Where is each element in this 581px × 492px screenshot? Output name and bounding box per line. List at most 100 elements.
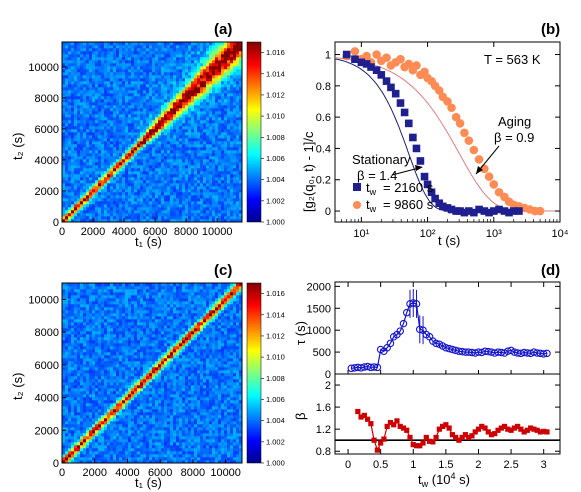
heatmap-cell	[119, 412, 123, 416]
heatmap-cell	[194, 81, 198, 85]
heatmap-cell	[194, 111, 198, 115]
heatmap-cell	[83, 120, 87, 124]
heatmap-cell	[92, 400, 96, 404]
heatmap-cell	[62, 177, 66, 181]
heatmap-cell	[116, 195, 120, 199]
heatmap-cell	[128, 69, 132, 73]
heatmap-cell	[215, 66, 219, 70]
heatmap-cell	[158, 198, 162, 202]
heatmap-cell	[173, 204, 177, 208]
heatmap-cell	[224, 117, 228, 121]
heatmap-cell	[83, 213, 87, 217]
heatmap-cell	[68, 397, 72, 401]
heatmap-cell	[131, 78, 135, 82]
heatmap-cell	[95, 105, 99, 109]
heatmap-cell	[104, 198, 108, 202]
heatmap-cell	[155, 126, 159, 130]
heatmap-cell	[224, 45, 228, 49]
heatmap-cell	[176, 111, 180, 115]
heatmap-cell	[113, 364, 117, 368]
heatmap-cell	[218, 114, 222, 118]
heatmap-cell	[158, 162, 162, 166]
heatmap-cell	[128, 183, 132, 187]
heatmap-cell	[170, 183, 174, 187]
heatmap-cell	[194, 183, 198, 187]
heatmap-cell	[236, 201, 240, 205]
heatmap-cell	[125, 415, 129, 419]
heatmap-cell	[62, 99, 66, 103]
heatmap-cell	[218, 63, 222, 67]
heatmap-cell	[110, 364, 114, 368]
heatmap-cell	[164, 81, 168, 85]
heatmap-cell	[179, 78, 183, 82]
heatmap-cell	[62, 295, 66, 299]
heatmap-cell	[125, 144, 129, 148]
heatmap-cell	[158, 195, 162, 199]
heatmap-cell	[230, 90, 234, 94]
heatmap-cell	[218, 138, 222, 142]
heatmap-cell	[146, 165, 150, 169]
heatmap-cell	[209, 204, 213, 208]
heatmap-cell	[98, 99, 102, 103]
heatmap-cell	[113, 51, 117, 55]
heatmap-cell	[107, 412, 111, 416]
heatmap-cell	[161, 165, 165, 169]
heatmap-cell	[101, 457, 105, 461]
heatmap-cell	[68, 216, 72, 220]
heatmap-cell	[197, 219, 201, 222]
heatmap-cell	[224, 129, 228, 133]
heatmap-cell	[122, 367, 126, 371]
heatmap-cell	[185, 135, 189, 139]
heatmap-cell	[143, 162, 147, 166]
heatmap-cell	[188, 174, 192, 178]
heatmap-cell	[68, 454, 72, 458]
heatmap-cell	[140, 72, 144, 76]
heatmap-cell	[74, 430, 78, 434]
heatmap-cell	[104, 355, 108, 359]
heatmap-cell	[203, 51, 207, 55]
heatmap-cell	[149, 60, 153, 64]
heatmap-cell	[92, 75, 96, 79]
heatmap-cell	[80, 331, 84, 335]
heatmap-cell	[137, 201, 141, 205]
heatmap-cell	[110, 111, 114, 115]
heatmap-cell	[203, 126, 207, 130]
heatmap-cell	[89, 201, 93, 205]
heatmap-cell	[131, 186, 135, 190]
heatmap-cell	[89, 90, 93, 94]
heatmap-cell	[68, 75, 72, 79]
heatmap-cell	[77, 117, 81, 121]
heatmap-cell	[83, 96, 87, 100]
heatmap-cell	[140, 213, 144, 217]
heatmap-cell	[65, 406, 69, 410]
heatmap-cell	[167, 69, 171, 73]
heatmap-cell	[206, 216, 210, 220]
heatmap-cell	[92, 352, 96, 356]
heatmap-cell	[77, 42, 81, 46]
heatmap-cell	[215, 147, 219, 151]
heatmap-cell	[65, 454, 69, 458]
heatmap-cell	[146, 48, 150, 52]
heatmap-cell	[134, 66, 138, 70]
heatmap-cell	[95, 150, 99, 154]
heatmap-cell	[206, 198, 210, 202]
heatmap-cell	[146, 66, 150, 70]
heatmap-cell	[179, 63, 183, 67]
heatmap-cell	[113, 406, 117, 410]
heatmap-cell	[134, 135, 138, 139]
heatmap-cell	[197, 201, 201, 205]
heatmap-cell	[104, 126, 108, 130]
heatmap-cell	[122, 111, 126, 115]
heatmap-cell	[116, 424, 120, 428]
heatmap-cell	[152, 117, 156, 121]
heatmap-cell	[239, 75, 242, 79]
heatmap-cell	[173, 171, 177, 175]
heatmap-cell	[185, 72, 189, 76]
heatmap-cell	[203, 180, 207, 184]
heatmap-cell	[185, 147, 189, 151]
heatmap-cell	[95, 111, 99, 115]
heatmap-cell	[173, 168, 177, 172]
heatmap-cell	[107, 126, 111, 130]
heatmap-cell	[122, 45, 126, 49]
heatmap-cell	[152, 144, 156, 148]
